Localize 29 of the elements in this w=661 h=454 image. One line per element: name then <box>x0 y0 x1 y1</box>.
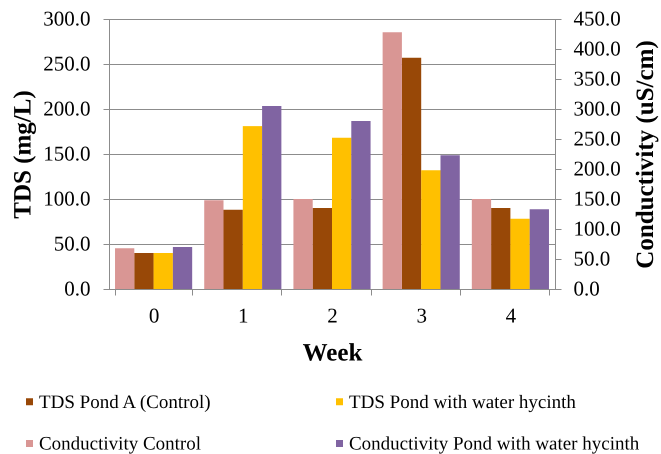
legend-label: TDS Pond with water hycinth <box>349 392 576 413</box>
legend-label: Conductivity Pond with water hycinth <box>349 434 640 454</box>
y-tick-label: 150.0 <box>43 142 90 166</box>
y2-tick-label: 450.0 <box>574 6 621 30</box>
y2-tick-label: 200.0 <box>574 156 621 180</box>
x-tick-label: 1 <box>238 304 249 328</box>
y-tick-label: 50.0 <box>54 232 90 256</box>
y2-axis-title: Conductivity (uS/cm) <box>632 40 659 269</box>
y-axis-title: TDS (mg/L) <box>9 90 36 219</box>
x-tick-label: 4 <box>506 304 517 328</box>
y2-tick-label: 300.0 <box>574 96 621 120</box>
y-tick-label: 300.0 <box>43 6 90 30</box>
x-tick-label: 0 <box>148 304 160 328</box>
y-tick-label: 250.0 <box>43 52 90 76</box>
y-tick-label: 200.0 <box>43 96 90 120</box>
y2-tick-label: 100.0 <box>574 216 621 240</box>
y2-tick-label: 250.0 <box>574 126 621 150</box>
y-tick-label: 100.0 <box>43 186 90 210</box>
legend-label: TDS Pond A (Control) <box>39 392 211 413</box>
y-tick-label: 0.0 <box>64 276 90 300</box>
x-tick-label: 3 <box>416 304 427 328</box>
x-tick-label: 2 <box>327 304 338 328</box>
y2-tick-label: 400.0 <box>574 36 621 60</box>
y2-tick-label: 50.0 <box>574 246 610 270</box>
y2-tick-label: 350.0 <box>574 66 621 90</box>
legend-label: Conductivity Control <box>39 434 202 454</box>
y2-tick-label: 0.0 <box>574 276 600 300</box>
y2-tick-label: 150.0 <box>574 186 621 210</box>
x-axis-title: Week <box>302 340 362 366</box>
